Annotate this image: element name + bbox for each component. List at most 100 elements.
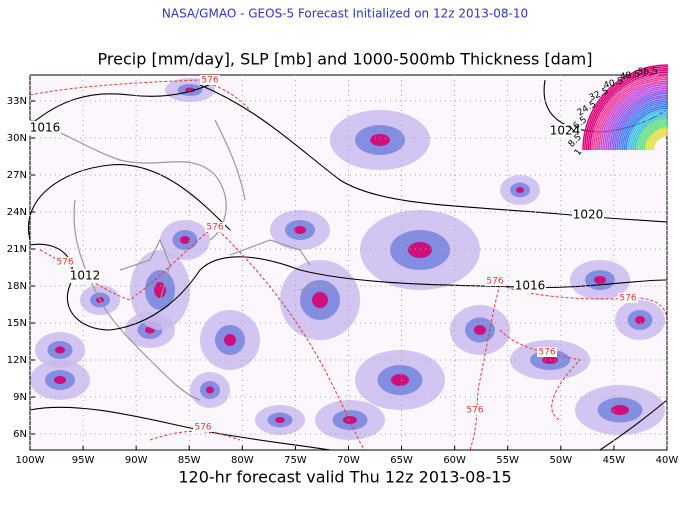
precip-heavy: [611, 405, 629, 415]
precip-heavy: [312, 292, 328, 308]
colorbar-arc: [625, 107, 669, 151]
colorbar-arc: [616, 98, 669, 151]
precip-heavy: [294, 226, 306, 234]
thickness-label: 576: [538, 348, 555, 358]
source-line: NASA/GMAO - GEOS-5 Forecast Initialized …: [162, 7, 528, 21]
colorbar-arc: [645, 127, 669, 151]
slp-label-bg: [514, 279, 546, 293]
colorbar-arc: [587, 69, 669, 151]
lon-label: 100W: [16, 455, 45, 466]
precip-heavy: [54, 376, 66, 384]
slp-label: 1016: [515, 279, 546, 293]
colorbar-label: 56.5: [638, 67, 658, 78]
thickness-label: 576: [206, 223, 223, 233]
lon-label: 65W: [390, 455, 413, 466]
colorbar-arc: [621, 103, 669, 151]
lat-label: 24N: [7, 207, 27, 218]
lat-label: 18N: [7, 281, 27, 292]
colorbar-arc: [611, 93, 669, 151]
colorbar-arc: [623, 105, 669, 151]
colorbar-arc: [612, 94, 669, 151]
colorbar-arc: [598, 80, 669, 151]
precip-heavy: [594, 276, 606, 284]
lon-label: 85W: [178, 455, 201, 466]
thickness-label: 576: [56, 258, 73, 268]
colorbar-arc: [605, 87, 669, 151]
lon-label: 90W: [125, 455, 148, 466]
colorbar-arc: [647, 129, 669, 151]
colorbar-arc: [636, 118, 669, 151]
colorbar-arc: [630, 112, 669, 151]
thickness-label: 576: [466, 406, 483, 416]
thickness-label: 576: [201, 76, 218, 86]
slp-label-bg: [29, 121, 61, 135]
precip-heavy: [343, 416, 357, 424]
thickness-label: 576: [486, 277, 503, 287]
lat-label: 33N: [7, 96, 27, 107]
colorbar-arc: [638, 120, 669, 151]
colorbar-arc: [593, 75, 669, 151]
colorbar-arc: [641, 123, 669, 151]
colorbar-arc: [602, 84, 669, 151]
lat-label: 12N: [7, 355, 27, 366]
lon-label: 75W: [284, 455, 307, 466]
precip-heavy: [55, 346, 65, 354]
colorbar-arc: [582, 64, 669, 151]
thickness-label-bg: [205, 222, 225, 232]
thickness-label-bg: [465, 405, 485, 415]
colorbar-arc: [648, 130, 669, 151]
thickness-label-bg: [618, 293, 638, 303]
colorbar-arc: [652, 134, 669, 151]
colorbar-arc: [634, 116, 669, 151]
colorbar-arc: [618, 100, 669, 151]
lon-label: 55W: [496, 455, 519, 466]
slp-label-bg: [572, 208, 604, 222]
colorbar-arc: [639, 121, 669, 151]
lon-label: 70W: [337, 455, 360, 466]
lat-label: 27N: [7, 170, 27, 181]
lat-label: 21N: [7, 244, 27, 255]
precip-heavy: [180, 236, 190, 244]
precip-heavy: [206, 386, 214, 394]
lon-label: 50W: [549, 455, 572, 466]
thickness-label: 576: [194, 423, 211, 433]
precip-heavy: [275, 417, 285, 423]
lon-label: 60W: [443, 455, 466, 466]
colorbar-arc: [650, 132, 669, 151]
colorbar-arc: [589, 71, 669, 151]
map-title: Precip [mm/day], SLP [mb] and 1000-500mb…: [98, 50, 593, 69]
precip-heavy: [391, 374, 409, 386]
precip-heavy: [516, 187, 524, 193]
colorbar-arc: [620, 102, 669, 151]
lat-label: 6N: [13, 429, 27, 440]
lon-label: 95W: [72, 455, 95, 466]
colorbar-arc: [596, 78, 669, 151]
colorbar-arc: [585, 67, 669, 151]
colorbar-arc: [591, 73, 669, 151]
precip-field: [30, 78, 665, 440]
precip-heavy: [474, 325, 486, 335]
colorbar-arc: [609, 91, 669, 151]
lon-label: 80W: [231, 455, 254, 466]
colorbar-arc: [614, 96, 669, 151]
colorbar-arc: [603, 85, 669, 151]
colorbar-arc: [584, 66, 669, 151]
colorbar-arc: [643, 125, 669, 151]
precip-heavy: [154, 282, 166, 298]
lat-label: 30N: [7, 133, 27, 144]
colorbar-label: 1: [573, 147, 584, 158]
slp-label: 1024: [550, 124, 581, 138]
precip-heavy: [224, 334, 236, 346]
lon-label: 45W: [603, 455, 626, 466]
slp-label: 1016: [30, 121, 61, 135]
precip-heavy: [408, 242, 432, 258]
colorbar-arc: [594, 76, 669, 151]
colorbar-arc: [629, 111, 669, 151]
lat-label: 15N: [7, 318, 27, 329]
thickness-label-bg: [537, 347, 557, 357]
colorbar-label: 48.5: [619, 69, 640, 82]
lon-label: 40W: [656, 455, 679, 466]
colorbar-arc: [632, 114, 669, 151]
thickness-label-bg: [55, 257, 75, 267]
